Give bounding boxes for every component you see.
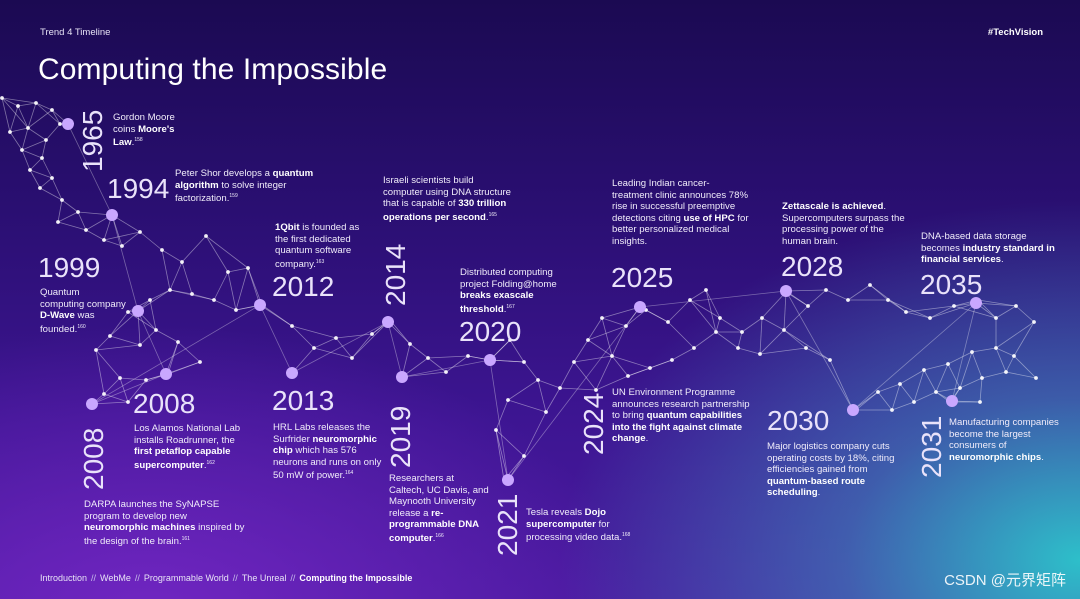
event-2008-synapse-text: DARPA launches the SyNAPSE program to de… bbox=[84, 499, 245, 547]
watermark: CSDN @元界矩阵 bbox=[944, 572, 1066, 589]
footer-link-computing-the-impossible[interactable]: Computing the Impossible bbox=[299, 573, 413, 583]
event-1965-text: Gordon Moore coins Moore's Law.158 bbox=[113, 112, 175, 149]
hashtag-label: #TechVision bbox=[987, 27, 1043, 38]
timeline-node bbox=[634, 301, 646, 313]
year-2021: 2021 bbox=[492, 493, 523, 556]
reference-number: 166 bbox=[435, 532, 444, 539]
timeline-node bbox=[970, 297, 982, 309]
reference-number: 164 bbox=[344, 470, 354, 477]
event-2030-text: Major logistics company cuts operating c… bbox=[767, 441, 895, 499]
year-1994: 1994 bbox=[107, 173, 170, 204]
event-2019-text: Researchers at Caltech, UC Davis, and Ma… bbox=[389, 473, 489, 545]
event-2024-text: UN Environment Programme announces resea… bbox=[612, 387, 750, 445]
timeline-node bbox=[86, 398, 98, 410]
event-2028-text: Zettascale is achieved. Supercomputers s… bbox=[782, 201, 905, 247]
reference-number: 168 bbox=[622, 532, 631, 539]
year-2008-synapse: 2008 bbox=[78, 427, 109, 490]
year-2035: 2035 bbox=[920, 269, 983, 300]
event-1999-text: Quantum computing company D-Wave was fou… bbox=[40, 287, 126, 335]
event-2020-text: Distributed computing project Folding@ho… bbox=[460, 267, 557, 315]
timeline-node bbox=[132, 305, 144, 317]
footer-separator: // bbox=[134, 573, 140, 583]
reference-number: 167 bbox=[506, 303, 515, 310]
timeline-node bbox=[254, 299, 266, 311]
year-2012: 2012 bbox=[272, 271, 335, 302]
timeline-node bbox=[396, 371, 408, 383]
timeline-node bbox=[946, 395, 958, 407]
event-2012-text: 1Qbit is founded as the first dedicated … bbox=[275, 222, 360, 270]
year-1999: 1999 bbox=[38, 252, 101, 283]
year-2020: 2020 bbox=[459, 316, 522, 347]
event-2035-text: DNA-based data storage becomes industry … bbox=[921, 231, 1055, 266]
timeline-node bbox=[62, 118, 74, 130]
reference-number: 163 bbox=[315, 258, 325, 265]
timeline-node bbox=[382, 316, 394, 328]
event-2021-text: Tesla reveals Dojo supercomputer for pro… bbox=[526, 507, 631, 544]
event-2031-text: Manufacturing companies become the large… bbox=[949, 417, 1059, 463]
year-2019: 2019 bbox=[385, 405, 416, 468]
timeline-node bbox=[286, 367, 298, 379]
timeline-node bbox=[160, 368, 172, 380]
timeline-node bbox=[847, 404, 859, 416]
timeline-node bbox=[780, 285, 792, 297]
footer-link-the-unreal[interactable]: The Unreal bbox=[241, 573, 287, 583]
reference-number: 165 bbox=[488, 211, 497, 218]
reference-number: 159 bbox=[229, 193, 238, 200]
event-2014-text: Israeli scientists build computer using … bbox=[383, 175, 511, 223]
footer-separator: // bbox=[290, 573, 296, 583]
page-title: Computing the Impossible bbox=[38, 53, 388, 86]
footer-link-introduction[interactable]: Introduction bbox=[40, 573, 88, 583]
year-2024: 2024 bbox=[578, 392, 609, 455]
reference-number: 162 bbox=[206, 459, 215, 466]
footer-separator: // bbox=[91, 573, 97, 583]
timeline-node bbox=[502, 474, 514, 486]
footer-link-programmable-world[interactable]: Programmable World bbox=[143, 573, 229, 583]
year-2031: 2031 bbox=[916, 415, 947, 478]
section-label: Trend 4 Timeline bbox=[40, 27, 111, 38]
footer-breadcrumb: Introduction//WebMe//Programmable World /… bbox=[40, 573, 412, 583]
timeline-node bbox=[484, 354, 496, 366]
timeline-node bbox=[106, 209, 118, 221]
year-1965: 1965 bbox=[77, 109, 108, 172]
event-2025-text: Leading Indian cancer-treatment clinic a… bbox=[612, 178, 749, 247]
year-2013: 2013 bbox=[272, 385, 335, 416]
year-2014: 2014 bbox=[380, 243, 411, 306]
reference-number: 158 bbox=[134, 137, 143, 144]
footer-separator: // bbox=[232, 573, 238, 583]
year-2025: 2025 bbox=[611, 262, 674, 293]
reference-number: 160 bbox=[77, 323, 86, 330]
event-2008-roadrunner-text: Los Alamos National Lab installs Roadrun… bbox=[134, 423, 241, 471]
reference-number: 161 bbox=[181, 535, 190, 542]
footer-link-webme[interactable]: WebMe bbox=[100, 573, 131, 583]
event-1994-text: Peter Shor develops a quantum algorithm … bbox=[175, 168, 314, 205]
year-2008-roadrunner: 2008 bbox=[133, 388, 196, 419]
year-2028: 2028 bbox=[781, 251, 844, 282]
event-2013-text: HRL Labs releases the Surfrider neuromor… bbox=[273, 422, 382, 482]
year-2030: 2030 bbox=[767, 405, 830, 436]
